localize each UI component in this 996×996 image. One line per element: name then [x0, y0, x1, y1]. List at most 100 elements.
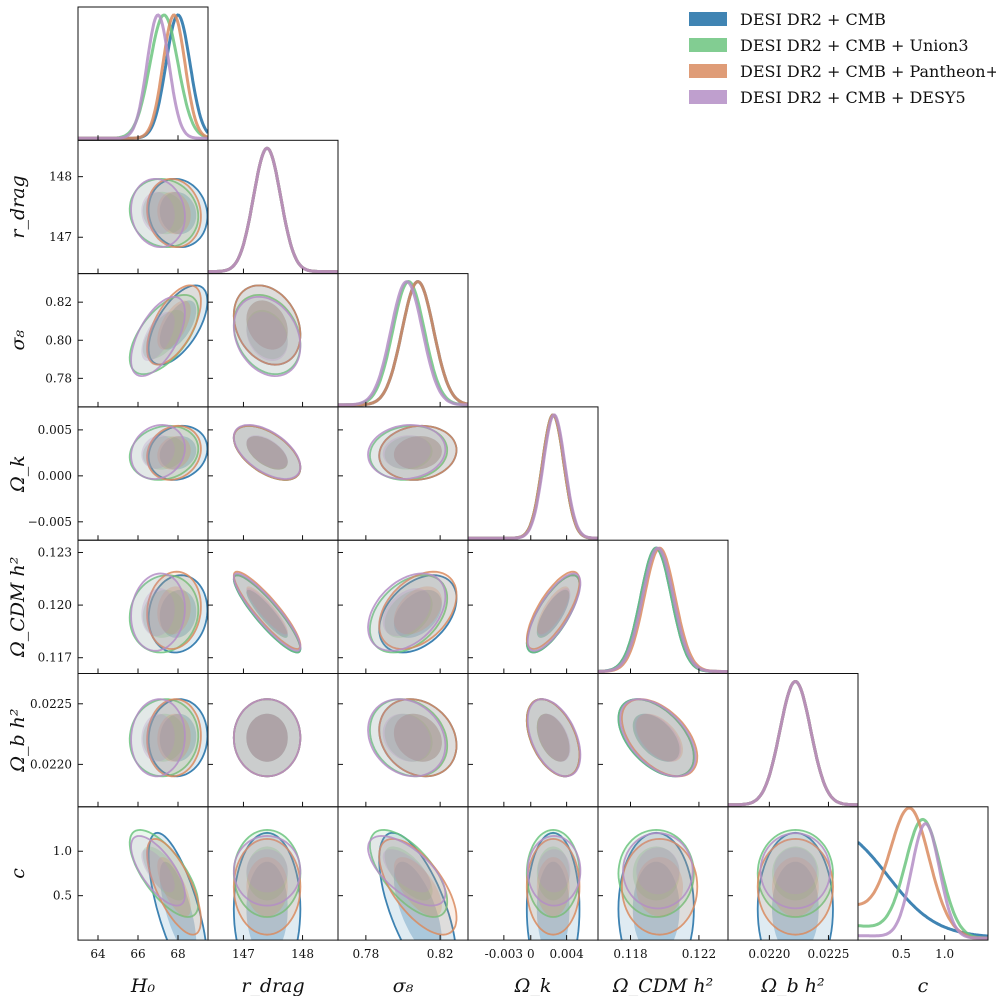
x-tick-label-H0: 64 [90, 947, 106, 961]
marginal-H0-series-1 [78, 13, 208, 140]
panel-frame [857, 806, 989, 941]
x-tick-label-OmegaCDMh2: 0.118 [613, 947, 647, 961]
legend-swatch-3 [689, 90, 727, 104]
contour-rdrag-OmegaCDMh2-series-2-level-1 [232, 570, 302, 650]
contour-H0-Omegabh2-series-3-level-2 [141, 713, 175, 762]
contour-H0-sigma8-series-2-level-2 [157, 300, 191, 350]
x-tick-label-H0: 66 [130, 947, 145, 961]
y-axis-label-c: c [7, 868, 29, 879]
contour-H0-Omegabh2-series-0-level-2 [159, 713, 197, 762]
contour-rdrag-OmegaCDMh2-series-1-level-2 [246, 589, 288, 638]
x-tick-label-rdrag: 148 [291, 947, 314, 961]
marginal-c-series-1 [858, 817, 988, 940]
marginal-rdrag-series-3 [208, 146, 338, 274]
marginal-rdrag-series-1 [208, 146, 338, 274]
x-axis-label-OmegaCDMh2: Ω_CDM h² [612, 975, 713, 996]
contour-Omegabh2-c-series-1-level-2 [772, 846, 819, 901]
contour-H0-c-series-0-level-1 [147, 831, 207, 941]
contour-H0-c-series-1-level-2 [142, 846, 186, 901]
contour-sigma8-c-series-3-level-2 [382, 849, 431, 893]
contour-Omegabh2-c-series-3-level-2 [773, 847, 817, 895]
legend-label-1: DESI DR2 + CMB + Union3 [740, 36, 969, 55]
contour-Omegak-c-series-2-level-1 [525, 837, 581, 936]
contour-rdrag-c-series-0-level-2 [246, 861, 288, 941]
panel-rdrag-rdrag [207, 139, 339, 275]
contour-sigma8-Omegak-series-0-level-2 [393, 436, 442, 470]
panel-OmegaCDMh2-OmegaCDMh2 [597, 539, 729, 675]
x-tick-label-Omegabh2: 0.0220 [748, 947, 790, 961]
panel-c-c [857, 806, 989, 941]
contour-Omegabh2-c-series-2-level-2 [772, 857, 819, 917]
contour-OmegaCDMh2-Omegabh2-series-3-level-2 [634, 713, 682, 762]
x-tick-label-c: 0.5 [892, 947, 911, 961]
contour-Omegak-OmegaCDMh2-series-1-level-2 [536, 589, 570, 638]
contour-rdrag-Omegabh2-series-0-level-2 [246, 713, 288, 762]
contour-OmegaCDMh2-Omegabh2-series-2-level-2 [636, 713, 683, 762]
contour-H0-Omegak-series-3-level-2 [141, 435, 175, 469]
panel-Omegak-Omegak [467, 406, 599, 541]
contour-H0-Omegabh2-series-1-level-2 [142, 713, 186, 762]
contour-rdrag-OmegaCDMh2-series-0-level-2 [246, 589, 288, 638]
contour-rdrag-Omegabh2-series-1-level-2 [246, 713, 288, 762]
marginal-Omegabh2-series-1 [728, 679, 858, 807]
legend: DESI DR2 + CMB DESI DR2 + CMB + Union3 DES… [689, 10, 996, 107]
y-axis-label-sigma8: σ₈ [7, 330, 29, 351]
contour-sigma8-OmegaCDMh2-series-0-level-2 [393, 589, 442, 638]
panel-Omegabh2-Omegabh2 [727, 673, 859, 808]
contour-OmegaCDMh2-c-series-2-level-1 [620, 837, 699, 936]
panel-Omegabh2-c [727, 806, 859, 941]
contour-Omegak-c-series-1-level-2 [536, 846, 570, 901]
panels-layer: 64 66 68 H₀ 147 148 r_drag 0.78 0.82 σ₈ -0.003 0 0.0… [7, 6, 989, 996]
legend-label-0: DESI DR2 + CMB [740, 10, 886, 29]
y-tick-label-c: 1.0 [53, 844, 72, 858]
contour-rdrag-Omegabh2-series-3-level-1 [232, 698, 302, 778]
marginal-rdrag-series-2 [208, 146, 338, 274]
y-axis-label-rdrag: r_drag [7, 175, 29, 238]
contour-H0-Omegak-series-3-level-1 [130, 423, 186, 480]
contour-H0-sigma8-series-2-level-1 [146, 284, 202, 366]
contour-Omegak-OmegaCDMh2-series-0-level-2 [536, 589, 570, 638]
panel-rdrag-Omegabh2 [207, 673, 339, 808]
y-tick-label-rdrag: 147 [49, 230, 72, 244]
contour-Omegak-c-series-3-level-2 [537, 849, 571, 893]
contour-sigma8-Omegak-series-1-level-2 [384, 436, 433, 470]
contour-H0-sigma8-series-0-level-1 [147, 284, 208, 366]
contour-Omegabh2-c-series-2-level-1 [756, 837, 834, 936]
contour-sigma8-Omegak-series-3-level-1 [367, 423, 447, 480]
contour-Omegak-Omegabh2-series-0-level-2 [536, 713, 570, 762]
contour-rdrag-sigma8-series-1-level-2 [246, 309, 288, 360]
contour-H0-OmegaCDMh2-series-3-level-1 [130, 572, 186, 652]
y-tick-label-Omegabh2: 0.0220 [30, 757, 72, 771]
y-tick-label-sigma8: 0.78 [45, 371, 72, 385]
x-axis-label-sigma8: σ₈ [393, 975, 414, 996]
contour-Omegak-OmegaCDMh2-series-3-level-2 [537, 588, 571, 637]
y-tick-label-c: 0.5 [53, 889, 72, 903]
y-axis-label-Omegabh2: Ω_b h² [7, 708, 29, 772]
contour-sigma8-OmegaCDMh2-series-1-level-2 [384, 589, 433, 638]
y-tick-label-OmegaCDMh2: 0.123 [38, 545, 72, 559]
y-tick-label-OmegaCDMh2: 0.120 [38, 598, 72, 612]
contour-H0-Omegabh2-series-3-level-1 [130, 698, 186, 778]
contour-H0-rdrag-series-2-level-1 [146, 178, 202, 248]
contour-OmegaCDMh2-Omegabh2-series-1-level-2 [632, 713, 680, 762]
contour-H0-sigma8-series-0-level-2 [159, 300, 197, 350]
contour-sigma8-Omegabh2-series-1-level-2 [384, 713, 433, 762]
contour-H0-Omegak-series-1-level-2 [142, 436, 186, 470]
legend-swatch-0 [689, 12, 727, 26]
contour-H0-OmegaCDMh2-series-1-level-2 [142, 589, 186, 638]
panel-frame [467, 539, 599, 675]
contour-H0-c-series-3-level-2 [141, 849, 175, 893]
contour-Omegak-c-series-0-level-1 [525, 831, 581, 941]
panel-Omegak-OmegaCDMh2 [467, 539, 599, 675]
y-axis-label-OmegaCDMh2: Ω_CDM h² [7, 557, 29, 658]
contour-sigma8-Omegabh2-series-3-level-1 [367, 698, 447, 778]
contour-rdrag-sigma8-series-0-level-2 [246, 300, 288, 350]
contour-rdrag-Omegabh2-series-2-level-2 [246, 713, 288, 762]
contour-H0-sigma8-series-1-level-2 [142, 309, 186, 360]
contour-Omegak-OmegaCDMh2-series-3-level-1 [526, 572, 582, 652]
panel-sigma8-Omegak [337, 406, 469, 541]
marginal-sigma8-series-3 [338, 280, 468, 407]
panel-sigma8-Omegabh2 [337, 673, 469, 808]
marginal-OmegaCDMh2-series-1 [598, 546, 728, 673]
